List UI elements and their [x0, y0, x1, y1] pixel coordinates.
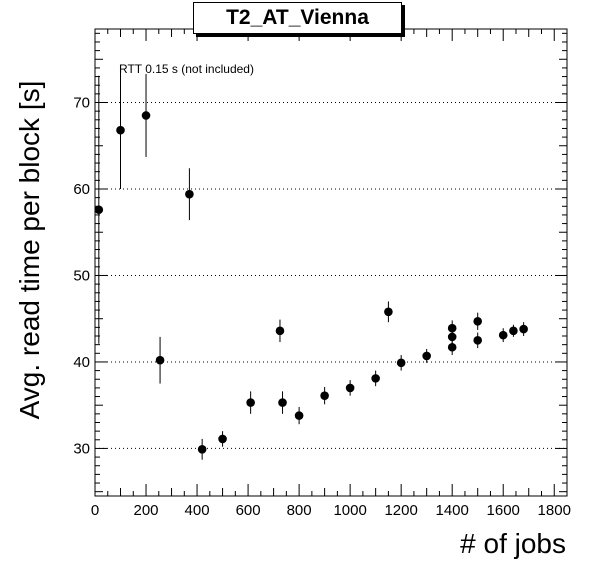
data-point: [371, 374, 380, 383]
rtt-annotation: RTT 0.15 s (not included): [119, 62, 254, 76]
x-tick-label: 1400: [436, 502, 469, 519]
data-points: [94, 71, 528, 460]
x-tick-label: 1200: [384, 502, 417, 519]
data-point: [218, 434, 227, 444]
y-tick-label: 50: [73, 267, 90, 284]
x-axis-label: # of jobs: [460, 528, 566, 559]
data-point: [141, 111, 151, 120]
data-point: [320, 391, 329, 400]
data-point: [498, 330, 508, 340]
data-point: [422, 351, 431, 361]
data-point: [384, 307, 393, 317]
data-point: [278, 398, 287, 407]
y-tick-label: 40: [73, 354, 90, 371]
data-point: [473, 317, 483, 326]
data-point: [275, 326, 285, 336]
data-point: [116, 125, 125, 135]
data-point: [197, 445, 207, 454]
x-tick-label: 0: [91, 502, 99, 519]
y-tick-label: 70: [73, 95, 90, 112]
y-tick-label: 30: [73, 440, 90, 457]
x-tick-label: 1600: [487, 502, 520, 519]
data-point: [155, 355, 165, 365]
y-axis-label: Avg. read time per block [s]: [14, 80, 45, 420]
data-point: [509, 326, 518, 336]
x-tick-label: 800: [287, 502, 312, 519]
data-point: [447, 323, 457, 333]
x-tick-label: 1800: [538, 502, 571, 519]
data-point: [447, 332, 457, 342]
data-point: [94, 205, 104, 215]
chart-title: T2_AT_Vienna: [193, 2, 402, 34]
x-tick-label: 200: [134, 502, 159, 519]
data-point: [185, 189, 194, 199]
data-point: [447, 342, 457, 352]
data-point: [294, 411, 304, 420]
data-point: [473, 336, 483, 345]
data-point: [246, 398, 255, 407]
x-tick-label: 400: [185, 502, 210, 519]
plot-frame: [94, 28, 568, 497]
grid-lines: [95, 102, 567, 449]
x-tick-label: 600: [236, 502, 261, 519]
data-point: [519, 324, 528, 334]
x-tick-label: 1000: [333, 502, 366, 519]
data-point: [396, 358, 406, 368]
y-tick-label: 60: [73, 181, 90, 198]
data-point: [345, 383, 355, 393]
